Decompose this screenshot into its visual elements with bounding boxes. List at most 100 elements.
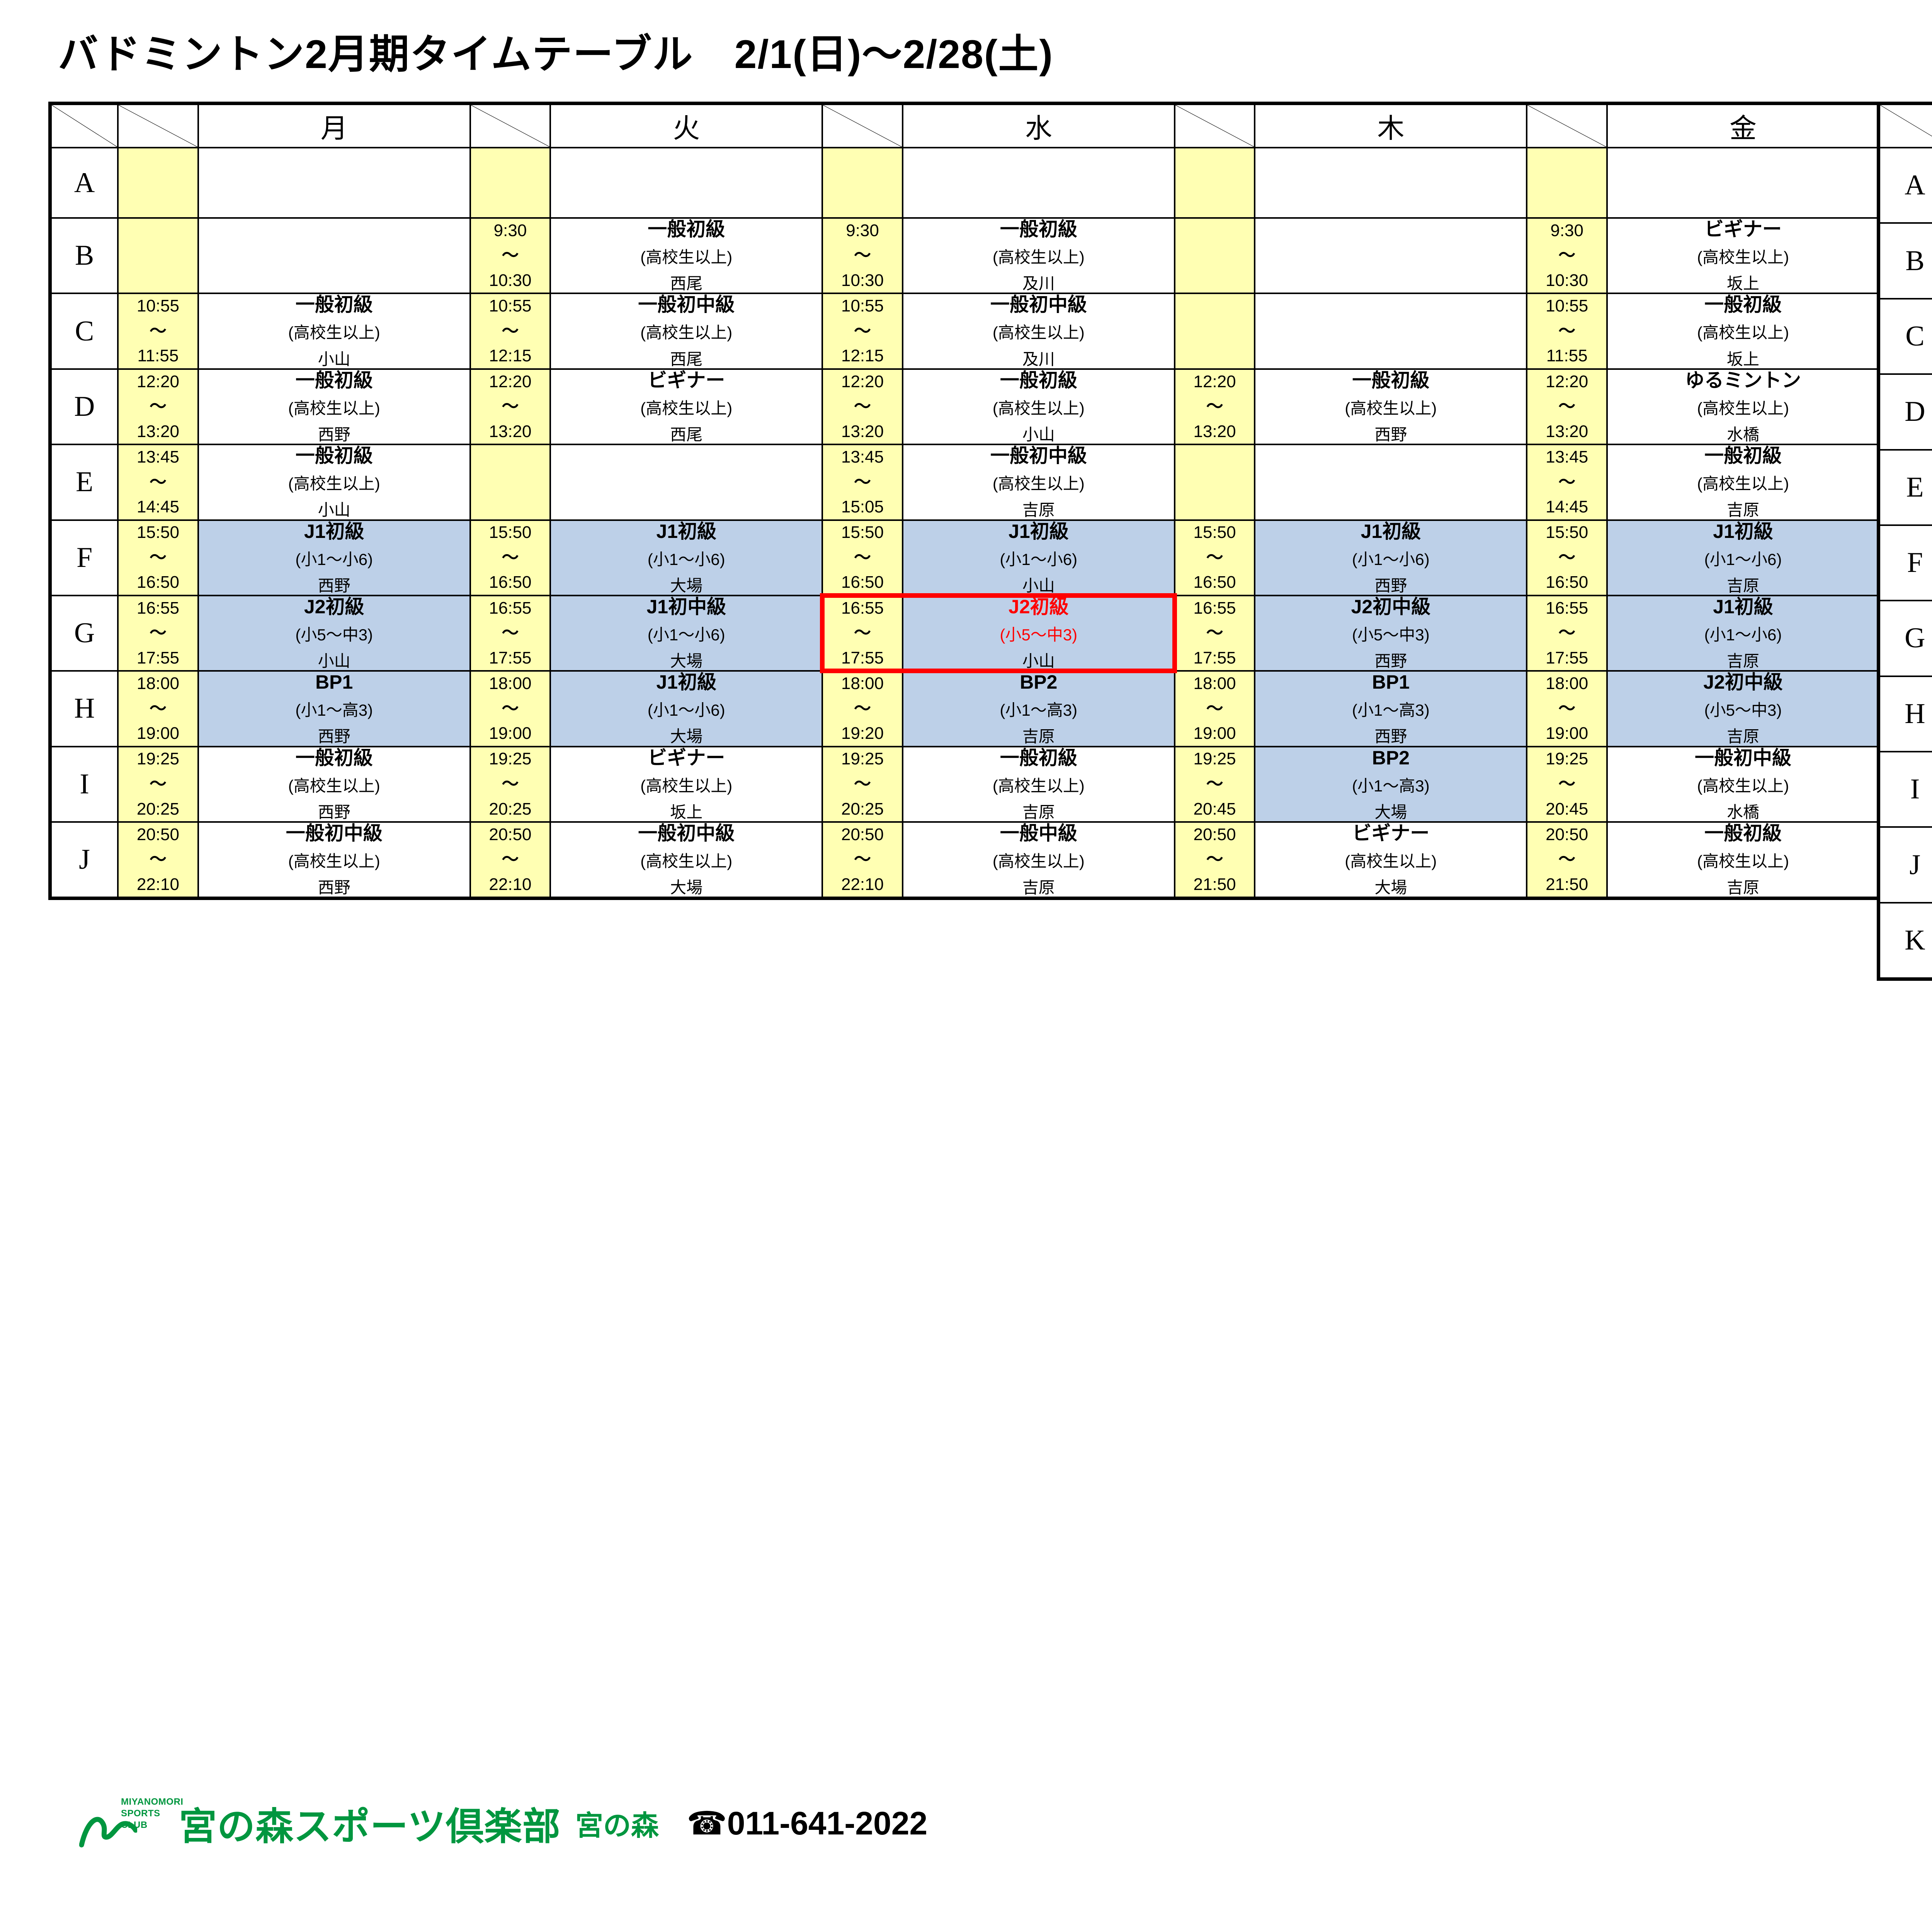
time-separator: ～ bbox=[502, 246, 519, 265]
time-cell-mon-g: 16:55 ～ 17:55 bbox=[117, 594, 199, 672]
class-cell-fri-a bbox=[1606, 147, 1880, 219]
class-age-range: (高校生以上) bbox=[992, 248, 1085, 266]
time-end: 13:20 bbox=[1546, 422, 1588, 441]
time-cell-mon-c: 10:55 ～ 11:55 bbox=[117, 293, 199, 370]
class-age-range: (高校生以上) bbox=[640, 248, 733, 266]
class-age-range: (高校生以上) bbox=[992, 852, 1085, 870]
weekday-diagonal-0 bbox=[117, 104, 199, 148]
time-separator: ～ bbox=[854, 548, 871, 567]
class-cell-fri-h: J2初中級 (小5～中3) 吉原 bbox=[1606, 670, 1880, 747]
class-instructor: 水橋 bbox=[1727, 425, 1760, 444]
class-cell-mon-a bbox=[197, 147, 471, 219]
class-cell-mon-f: J1初級 (小1～小6) 西野 bbox=[197, 519, 471, 596]
time-end: 20:25 bbox=[841, 799, 884, 818]
time-end: 17:55 bbox=[1546, 648, 1588, 667]
time-cell-thu-c bbox=[1173, 293, 1256, 370]
class-cell-tue-c: 一般初中級 (高校生以上) 西尾 bbox=[549, 293, 823, 370]
row-label-b: B bbox=[1879, 222, 1932, 299]
class-age-range: (小5～中3) bbox=[1704, 701, 1782, 720]
class-age-range: (高校生以上) bbox=[992, 399, 1085, 417]
class-name: 一般初級 bbox=[1000, 369, 1077, 391]
class-instructor: 大場 bbox=[670, 878, 703, 897]
time-cell-fri-c: 10:55 ～ 11:55 bbox=[1526, 293, 1608, 370]
time-start: 16:55 bbox=[1193, 598, 1236, 618]
table-row: I17:05～18:25BP2(小1～高3)吉原17:05～18:25BP2(小… bbox=[1879, 750, 1932, 828]
class-instructor: 坂上 bbox=[1727, 350, 1760, 368]
class-cell-wed-a bbox=[901, 147, 1175, 219]
time-end: 20:25 bbox=[136, 799, 179, 818]
class-cell-mon-b bbox=[197, 217, 471, 294]
class-instructor: 大場 bbox=[1374, 803, 1407, 821]
class-name: 一般初中級 bbox=[638, 294, 735, 316]
time-cell-wed-a bbox=[821, 147, 903, 219]
time-start: 15:50 bbox=[489, 523, 532, 542]
weekend-timetable: 土 日 A8:25～9:25J1初級(小1～小6)小山8:25～9:25J2初級… bbox=[1877, 101, 1932, 981]
class-instructor: 西尾 bbox=[670, 425, 703, 444]
class-cell-tue-e bbox=[549, 444, 823, 521]
time-separator: ～ bbox=[854, 699, 871, 718]
class-cell-fri-f: J1初級 (小1～小6) 吉原 bbox=[1606, 519, 1880, 596]
time-start: 20:50 bbox=[841, 825, 884, 844]
class-cell-wed-d: 一般初級 (高校生以上) 小山 bbox=[901, 368, 1175, 446]
time-start: 19:25 bbox=[841, 749, 884, 769]
table-row: H16:00～17:00BP1(小1～高3)西尾16:00～17:00J2初中級… bbox=[1879, 675, 1932, 753]
class-age-range: (高校生以上) bbox=[1345, 399, 1437, 417]
row-label-a: A bbox=[1879, 146, 1932, 224]
time-start: 18:00 bbox=[1193, 674, 1236, 693]
weekend-corner-diagonal-cell bbox=[1879, 104, 1932, 148]
time-cell-fri-j: 20:50 ～ 21:50 bbox=[1526, 821, 1608, 898]
class-instructor: 西尾 bbox=[670, 274, 703, 293]
row-label-h: H bbox=[1879, 675, 1932, 753]
time-separator: ～ bbox=[149, 774, 167, 794]
time-cell-tue-e bbox=[469, 444, 551, 521]
class-name: J2初級 bbox=[304, 596, 364, 618]
class-instructor: 小山 bbox=[318, 501, 350, 519]
class-instructor: 西野 bbox=[318, 576, 350, 595]
time-start: 13:45 bbox=[841, 447, 884, 466]
time-end: 20:45 bbox=[1546, 799, 1588, 818]
time-separator: ～ bbox=[854, 472, 871, 492]
class-name: BP2 bbox=[1372, 747, 1410, 769]
class-name: BP2 bbox=[1020, 671, 1058, 693]
table-row: K19:55～21:15BP4(中1～大4)吉原19:55～21:15一般中級(… bbox=[1879, 902, 1932, 979]
time-cell-thu-b bbox=[1173, 217, 1256, 294]
time-separator: ～ bbox=[502, 850, 519, 869]
class-instructor: 西野 bbox=[318, 727, 350, 746]
time-cell-tue-c: 10:55 ～ 12:15 bbox=[469, 293, 551, 370]
class-age-range: (小1～小6) bbox=[1000, 550, 1078, 568]
time-end: 19:20 bbox=[841, 724, 884, 743]
time-start: 16:55 bbox=[489, 598, 532, 618]
time-start: 12:20 bbox=[136, 372, 179, 391]
time-separator: ～ bbox=[502, 397, 519, 416]
time-start: 12:20 bbox=[841, 372, 884, 391]
time-separator: ～ bbox=[149, 548, 167, 567]
club-phone: ☎011-641-2022 bbox=[687, 1805, 928, 1841]
class-age-range: (小1～小6) bbox=[1704, 625, 1782, 644]
class-name: 一般初中級 bbox=[990, 294, 1087, 316]
time-separator: ～ bbox=[1558, 472, 1576, 492]
class-cell-thu-b bbox=[1254, 217, 1528, 294]
time-cell-thu-j: 20:50 ～ 21:50 bbox=[1173, 821, 1256, 898]
time-end: 12:15 bbox=[489, 346, 532, 366]
class-instructor: 吉原 bbox=[1727, 501, 1760, 519]
class-instructor: 西野 bbox=[1374, 576, 1407, 595]
class-instructor: 西野 bbox=[1374, 727, 1407, 746]
class-name: J1初中級 bbox=[646, 596, 726, 618]
time-cell-tue-i: 19:25 ～ 20:25 bbox=[469, 745, 551, 823]
time-end: 19:00 bbox=[136, 724, 179, 743]
class-instructor: 吉原 bbox=[1022, 501, 1055, 519]
time-end: 22:10 bbox=[489, 875, 532, 894]
class-cell-wed-j: 一般中級 (高校生以上) 吉原 bbox=[901, 821, 1175, 898]
row-label-g: G bbox=[50, 594, 119, 672]
time-end: 12:15 bbox=[841, 346, 884, 366]
class-name: BP1 bbox=[1372, 671, 1410, 693]
time-cell-mon-e: 13:45 ～ 14:45 bbox=[117, 444, 199, 521]
time-start: 18:00 bbox=[136, 674, 179, 693]
row-label-i: I bbox=[50, 745, 119, 823]
time-end: 14:45 bbox=[1546, 497, 1588, 517]
class-cell-mon-j: 一般初中級 (高校生以上) 西野 bbox=[197, 821, 471, 898]
class-name: ビギナー bbox=[648, 747, 725, 769]
time-cell-wed-f: 15:50 ～ 16:50 bbox=[821, 519, 903, 596]
time-cell-tue-j: 20:50 ～ 22:10 bbox=[469, 821, 551, 898]
weekday-diagonal-4 bbox=[1526, 104, 1608, 148]
